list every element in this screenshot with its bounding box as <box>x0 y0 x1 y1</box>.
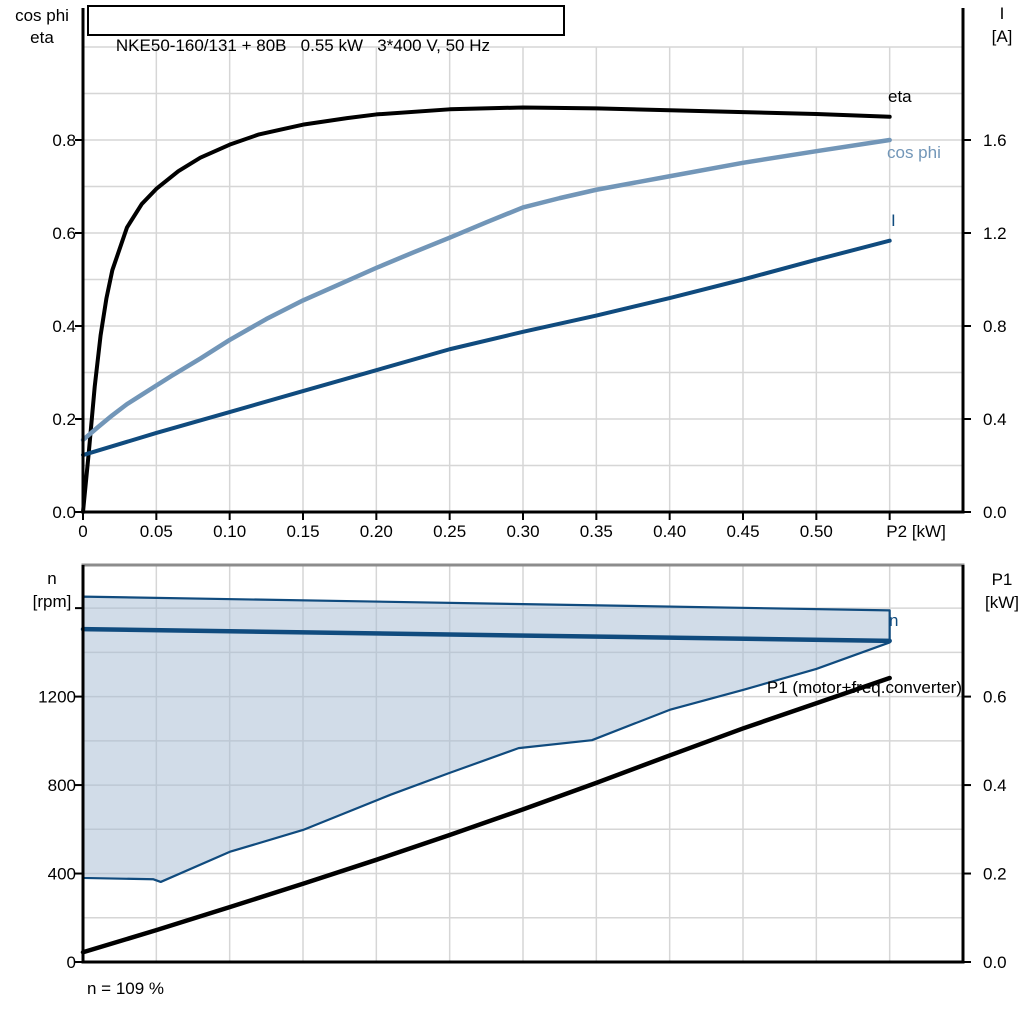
x-tick-label: 0.45 <box>726 522 759 541</box>
x-tick-label: 0.15 <box>286 522 319 541</box>
right-tick-label: 0.0 <box>983 503 1007 522</box>
bottom-right-axis-title-line2: [kW] <box>985 593 1019 612</box>
left-tick-label: 0.6 <box>52 224 76 243</box>
curve-eta <box>81 105 892 514</box>
speed-curve-label: n <box>889 611 899 630</box>
top-left-axis-title-line1: cos phi <box>15 6 69 25</box>
left-tick-label: 400 <box>48 865 76 884</box>
chart-title-box: NKE50-160/131 + 80B 0.55 kW 3*400 V, 50 … <box>87 5 565 55</box>
left-tick-label: 0.0 <box>52 503 76 522</box>
x-tick-label: 0.25 <box>433 522 466 541</box>
x-tick-label: 0.30 <box>506 522 539 541</box>
curve-cos-phi <box>80 137 892 443</box>
x-tick-label: 0.40 <box>653 522 686 541</box>
x-tick-label: 0.20 <box>360 522 393 541</box>
left-tick-label: 800 <box>48 776 76 795</box>
right-tick-label: 0.2 <box>983 865 1007 884</box>
x-axis-label: P2 [kW] <box>886 522 946 541</box>
right-tick-label: 0.8 <box>983 317 1007 336</box>
chart-electrical: 0.0 0.2 0.4 0.6 0.8 0.0 0.4 0.8 1.2 1.6 0 0.05 0.10 0… <box>52 8 1007 541</box>
current-curve-label: I <box>891 211 896 230</box>
curve-current <box>81 238 892 458</box>
right-tick-label: 1.6 <box>983 131 1007 150</box>
right-tick-label: 1.2 <box>983 224 1007 243</box>
curve-speed <box>80 626 892 644</box>
x-tick-label: 0 <box>78 522 87 541</box>
chart-speed-power: 0 400 800 1200 0.0 0.2 0.4 0.6 <box>38 563 1007 972</box>
speed-percent-note: n = 109 % <box>87 979 165 998</box>
cos-phi-curve-label: cos phi <box>887 143 941 162</box>
chart-title: NKE50-160/131 + 80B 0.55 kW 3*400 V, 50 … <box>115 36 490 55</box>
curve-p1-input-power <box>80 675 892 955</box>
top-right-axis-title-line2: [A] <box>991 27 1013 46</box>
left-tick-label: 0 <box>67 953 76 972</box>
p1-curve-label: P1 (motor+freq.converter) <box>766 678 962 697</box>
speed-range-band <box>81 595 891 884</box>
bottom-left-axis-title-line2: [rpm] <box>32 592 72 611</box>
right-tick-label: 0.0 <box>983 953 1007 972</box>
top-left-axis-title-line2: eta <box>30 28 54 47</box>
right-tick-label: 0.4 <box>983 776 1007 795</box>
top-right-axis-title-line1: I <box>999 4 1005 23</box>
left-tick-label: 1200 <box>38 688 76 707</box>
left-tick-label: 0.8 <box>52 131 76 150</box>
bottom-right-axis-title-line1: P1 <box>991 570 1013 589</box>
right-tick-label: 0.4 <box>983 410 1007 429</box>
x-tick-label: 0.35 <box>580 522 613 541</box>
left-tick-label: 0.2 <box>52 410 76 429</box>
right-tick-label: 0.6 <box>983 688 1007 707</box>
bottom-left-axis-title-line1: n <box>47 569 57 588</box>
x-tick-label: 0.10 <box>213 522 246 541</box>
x-tick-label: 0.05 <box>140 522 173 541</box>
eta-curve-label: eta <box>888 87 912 106</box>
left-tick-label: 0.4 <box>52 317 76 336</box>
x-tick-label: 0.50 <box>800 522 833 541</box>
